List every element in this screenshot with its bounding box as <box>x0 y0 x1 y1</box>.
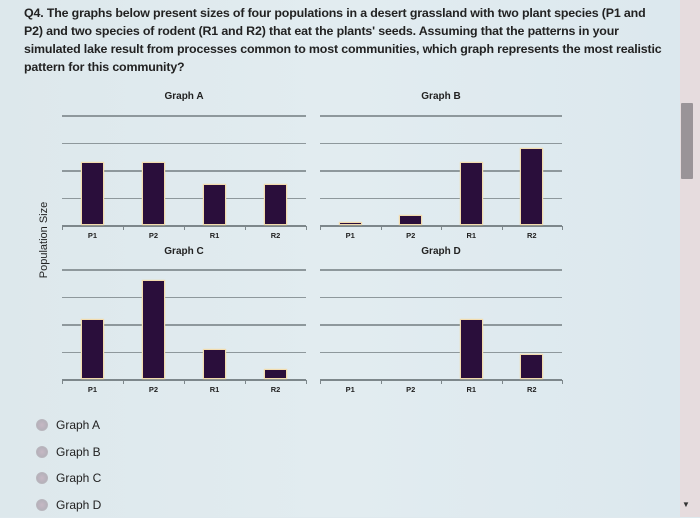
question-text: Q4. The graphs below present sizes of fo… <box>24 4 664 76</box>
gridline <box>320 143 562 145</box>
bar-r1 <box>460 319 483 380</box>
category-label: R2 <box>271 231 281 240</box>
gridline <box>320 269 562 271</box>
category-label: R1 <box>210 231 220 240</box>
axis-tick <box>184 380 185 384</box>
option-label: Graph D <box>56 498 101 512</box>
gridline <box>62 143 306 145</box>
category-label: R2 <box>271 385 281 394</box>
chart-title: Graph D <box>421 246 460 257</box>
option-graph-c[interactable]: Graph C <box>36 465 101 492</box>
gridline <box>320 352 562 354</box>
axis-tick <box>62 226 63 230</box>
bar-p2 <box>399 215 422 225</box>
bar-p1 <box>339 222 362 225</box>
axis-tick <box>306 380 307 384</box>
category-label: R2 <box>527 385 537 394</box>
axis-tick <box>306 226 307 230</box>
bar-p1 <box>81 162 104 225</box>
chart-title: Graph B <box>421 91 460 102</box>
answer-options: Graph A Graph B Graph C Graph D <box>36 412 101 518</box>
gridline <box>320 324 562 326</box>
axis-tick <box>562 226 563 230</box>
scrollbar-track[interactable] <box>680 0 700 517</box>
category-label: P2 <box>149 385 158 394</box>
gridline <box>62 115 306 117</box>
axis-tick <box>245 380 246 384</box>
option-graph-d[interactable]: Graph D <box>36 492 101 518</box>
axis-tick <box>62 380 63 384</box>
radio-icon[interactable] <box>36 446 48 458</box>
radio-icon[interactable] <box>36 499 48 511</box>
bar-r2 <box>520 354 543 379</box>
bar-r2 <box>264 184 287 225</box>
axis-tick <box>441 226 442 230</box>
axis-tick <box>320 380 321 384</box>
axis-tick <box>123 380 124 384</box>
option-label: Graph A <box>56 418 100 432</box>
axis-tick <box>320 226 321 230</box>
bar-r1 <box>203 349 226 379</box>
category-label: R2 <box>527 231 537 240</box>
chart-title: Graph C <box>164 246 203 257</box>
axis-tick <box>381 226 382 230</box>
axis-tick <box>123 226 124 230</box>
category-label: P1 <box>346 231 355 240</box>
axis-tick <box>381 380 382 384</box>
radio-icon[interactable] <box>36 419 48 431</box>
category-label: R1 <box>466 385 476 394</box>
bar-r2 <box>264 369 287 379</box>
category-label: P2 <box>406 231 415 240</box>
category-label: R1 <box>466 231 476 240</box>
axis-tick <box>562 380 563 384</box>
category-label: P1 <box>88 231 97 240</box>
bar-p2 <box>142 280 165 379</box>
gridline <box>62 297 306 299</box>
axis-tick <box>245 226 246 230</box>
gridline <box>320 297 562 299</box>
bar-p1 <box>81 319 104 380</box>
scrollbar-thumb[interactable] <box>681 103 693 179</box>
category-label: P2 <box>149 231 158 240</box>
category-label: P1 <box>88 385 97 394</box>
axis-tick <box>184 226 185 230</box>
bar-p2 <box>142 162 165 225</box>
chart-title: Graph A <box>164 91 203 102</box>
radio-icon[interactable] <box>36 472 48 484</box>
gridline <box>62 269 306 271</box>
bar-r1 <box>460 162 483 225</box>
category-label: P1 <box>346 385 355 394</box>
scroll-down-arrow-icon[interactable]: ▼ <box>682 500 690 509</box>
category-label: P2 <box>406 385 415 394</box>
axis-tick <box>502 226 503 230</box>
bar-r1 <box>203 184 226 225</box>
y-axis-label: Population Size <box>38 202 50 278</box>
gridline <box>320 115 562 117</box>
axis-tick <box>441 380 442 384</box>
option-graph-a[interactable]: Graph A <box>36 412 101 439</box>
category-label: R1 <box>210 385 220 394</box>
option-label: Graph B <box>56 445 101 459</box>
bar-r2 <box>520 148 543 225</box>
option-graph-b[interactable]: Graph B <box>36 439 101 466</box>
question-page: Q4. The graphs below present sizes of fo… <box>0 0 680 517</box>
axis-tick <box>502 380 503 384</box>
option-label: Graph C <box>56 471 101 485</box>
